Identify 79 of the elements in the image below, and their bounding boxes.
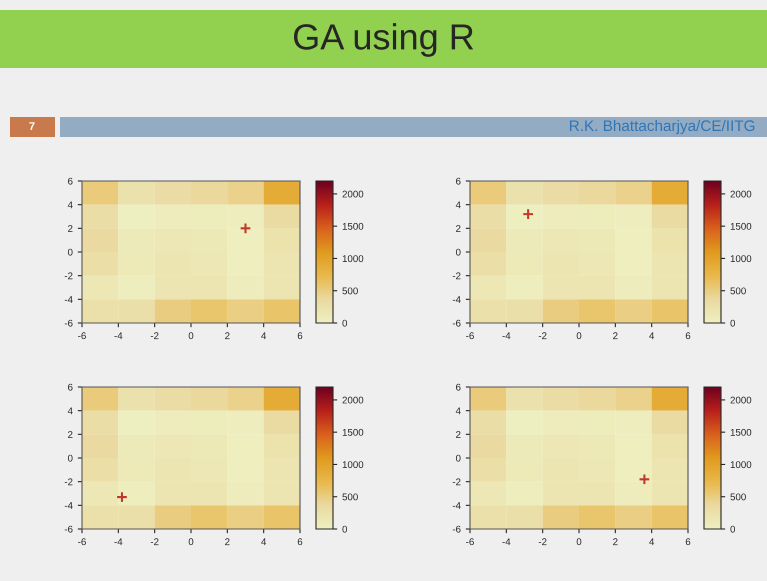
y-tick-label: 4	[456, 408, 461, 414]
color-bar-label: 1000	[342, 255, 364, 262]
x-tick-label: -6	[78, 538, 86, 546]
x-tick-label: 2	[613, 332, 618, 340]
color-bar-label: 2000	[730, 190, 752, 198]
x-tick-label: 2	[225, 332, 230, 340]
y-tick-label: 0	[68, 248, 73, 256]
color-bar-label: 500	[342, 493, 358, 500]
y-tick-label: 2	[68, 225, 72, 232]
y-tick-label: -2	[64, 478, 72, 486]
color-bar-label: 2000	[730, 396, 752, 404]
y-tick-label: 0	[456, 454, 461, 462]
x-tick-label: -6	[78, 332, 86, 340]
x-tick-label: 2	[613, 538, 618, 546]
x-tick-label: 2	[225, 538, 230, 546]
color-bar-label: 0	[730, 320, 736, 327]
color-bar-label: 1000	[730, 255, 752, 262]
color-bar-label: 0	[342, 320, 348, 327]
x-tick-label: 0	[188, 332, 194, 340]
x-tick-label: 4	[261, 332, 266, 340]
y-tick-label: 4	[68, 408, 73, 414]
y-tick-label: -6	[452, 526, 461, 533]
x-tick-label: 0	[188, 538, 194, 546]
x-tick-label: -2	[150, 538, 158, 546]
y-tick-label: 4	[68, 202, 73, 208]
text: 7	[29, 122, 35, 130]
y-tick-label: -2	[452, 478, 460, 486]
x-tick-label: 4	[649, 332, 654, 340]
color-bar-label: 1000	[730, 461, 752, 468]
y-tick-label: -6	[64, 320, 73, 327]
y-tick-label: 2	[456, 431, 460, 438]
color-bar-label: 1500	[342, 428, 364, 436]
x-tick-label: 6	[686, 332, 690, 340]
color-bar-label: 0	[342, 526, 348, 533]
y-tick-label: 6	[68, 178, 73, 185]
color-bar-label: 1000	[342, 461, 364, 468]
y-tick-label: -2	[452, 272, 460, 280]
color-bar-label: 0	[730, 526, 736, 533]
y-tick-label: 2	[68, 431, 72, 438]
color-bar-label: 2000	[342, 190, 364, 198]
y-tick-label: 0	[456, 248, 461, 256]
x-tick-label: 4	[261, 538, 266, 546]
y-tick-label: -4	[64, 296, 73, 303]
y-tick-label: -2	[64, 272, 72, 280]
x-tick-label: 6	[298, 538, 302, 546]
y-tick-label: 6	[456, 384, 461, 391]
x-tick-label: -4	[502, 538, 510, 546]
color-bar-label: 1500	[730, 222, 752, 230]
color-bar-label: 1500	[730, 428, 752, 436]
x-tick-label: -2	[150, 332, 158, 340]
y-tick-label: 4	[456, 202, 461, 208]
y-tick-label: -4	[64, 502, 73, 509]
x-tick-label: -6	[466, 538, 474, 546]
x-tick-label: 6	[686, 538, 690, 546]
x-tick-label: -4	[502, 332, 510, 340]
x-tick-label: 0	[576, 538, 582, 546]
x-tick-label: 0	[576, 332, 582, 340]
x-tick-label: -4	[114, 538, 122, 546]
y-tick-label: 6	[456, 178, 461, 185]
y-tick-label: -6	[452, 320, 461, 327]
x-tick-label: -4	[114, 332, 122, 340]
x-tick-label: -2	[538, 538, 546, 546]
x-tick-label: 6	[298, 332, 302, 340]
x-tick-label: -6	[466, 332, 474, 340]
y-tick-label: -4	[452, 296, 461, 303]
color-bar-label: 500	[730, 493, 746, 500]
text: GA using R	[294, 23, 474, 57]
color-bar-label: 500	[342, 287, 358, 294]
color-bar-label: 2000	[342, 396, 364, 404]
color-bar-label: 500	[730, 287, 746, 294]
x-tick-label: -2	[538, 332, 546, 340]
color-bar-label: 1500	[342, 222, 364, 230]
text: R.K. Bhattacharjya/CE/IITG	[570, 120, 754, 134]
y-tick-label: 0	[68, 454, 73, 462]
y-tick-label: -4	[452, 502, 461, 509]
y-tick-label: -6	[64, 526, 73, 533]
y-tick-label: 2	[456, 225, 460, 232]
x-tick-label: 4	[649, 538, 654, 546]
y-tick-label: 6	[68, 384, 73, 391]
